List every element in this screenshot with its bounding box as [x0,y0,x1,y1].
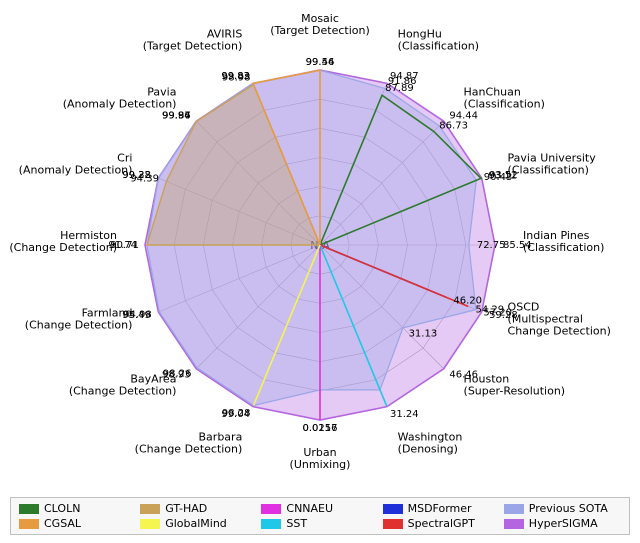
axis-label-14: Pavia(Anomaly Detection) [63,85,177,110]
legend-item-9: HyperSIGMA [504,517,621,530]
axis-label-10: BayArea(Change Detection) [69,373,177,398]
legend-swatch [261,504,281,514]
axis-label-15: AVIRIS(Target Detection) [143,27,243,52]
legend-swatch [383,519,403,529]
legend-swatch [504,504,524,514]
legend-item-0: CLOLN [19,502,136,515]
legend-item-4: Previous SOTA [504,502,621,515]
value-label: 99.87 [162,111,191,122]
legend-swatch [140,504,160,514]
value-label: 0.0216 [303,423,338,434]
axis-label-1: HongHu(Classification) [398,27,479,52]
legend-label: CNNAEU [286,502,333,515]
value-label: 98.26 [163,369,192,380]
axis-label-4: Indian Pines(Classification) [523,229,604,254]
legend-item-6: GlobalMind [140,517,257,530]
legend-item-5: CGSAL [19,517,136,530]
axis-label-2: HanChuan(Classification) [464,85,545,110]
legend-label: HyperSIGMA [529,517,598,530]
value-label: 86.73 [439,121,468,132]
axis-label-13: Cri(Anomaly Detection) [19,151,133,176]
legend-label: GT-HAD [165,502,207,515]
axis-label-8: Urban(Unmixing) [290,446,351,471]
axis-label-3: Pavia University(Classification) [508,151,597,176]
legend-label: CLOLN [44,502,80,515]
axis-label-11: Farmland(Change Detection) [25,307,133,332]
legend: CLOLN GT-HAD CNNAEU MSDFormer Previous SOTA C… [10,497,630,535]
legend-swatch [383,504,403,514]
value-label: 98.98 [222,72,251,83]
value-label: 87.89 [385,83,414,94]
legend-item-2: CNNAEU [261,502,378,515]
value-label: 31.13 [409,329,438,340]
axis-label-0: Mosaic(Target Detection) [270,12,370,37]
value-label: 31.24 [390,409,419,420]
legend-label: GlobalMind [165,517,227,530]
axis-label-9: Barbara(Change Detection) [135,431,243,456]
legend-swatch [261,519,281,529]
value-label: 94.98 [123,310,152,321]
axis-label-7: Washington(Denosing) [398,431,463,456]
value-label: 94.39 [130,173,159,184]
value-label: 46.46 [449,369,478,380]
legend-label: SpectralGPT [408,517,475,530]
axis-label-12: Hermiston(Change Detection) [9,229,117,254]
axis-label-5: OSCD(MultispectralChange Detection) [508,301,611,338]
legend-item-8: SpectralGPT [383,517,500,530]
value-label: 85.54 [503,240,532,251]
legend-label: MSDFormer [408,502,472,515]
legend-label: CGSAL [44,517,81,530]
legend-swatch [140,519,160,529]
value-label: 72.75 [477,240,506,251]
legend-item-7: SST [261,517,378,530]
value-label: 90.71 [110,240,139,251]
value-label: 54.29 [475,304,504,315]
legend-item-1: GT-HAD [140,502,257,515]
legend-swatch [504,519,524,529]
legend-swatch [19,504,39,514]
value-label: 98.28 [222,408,251,419]
legend-item-3: MSDFormer [383,502,500,515]
legend-label: SST [286,517,307,530]
value-label: 99.44 [306,57,335,68]
axis-label-6: Houston(Super-Resolution) [464,373,566,398]
value-label: 93.11 [488,170,517,181]
radar-chart: N/AMosaic(Target Detection)HongHu(Classi… [0,0,640,500]
legend-label: Previous SOTA [529,502,608,515]
legend-swatch [19,519,39,529]
